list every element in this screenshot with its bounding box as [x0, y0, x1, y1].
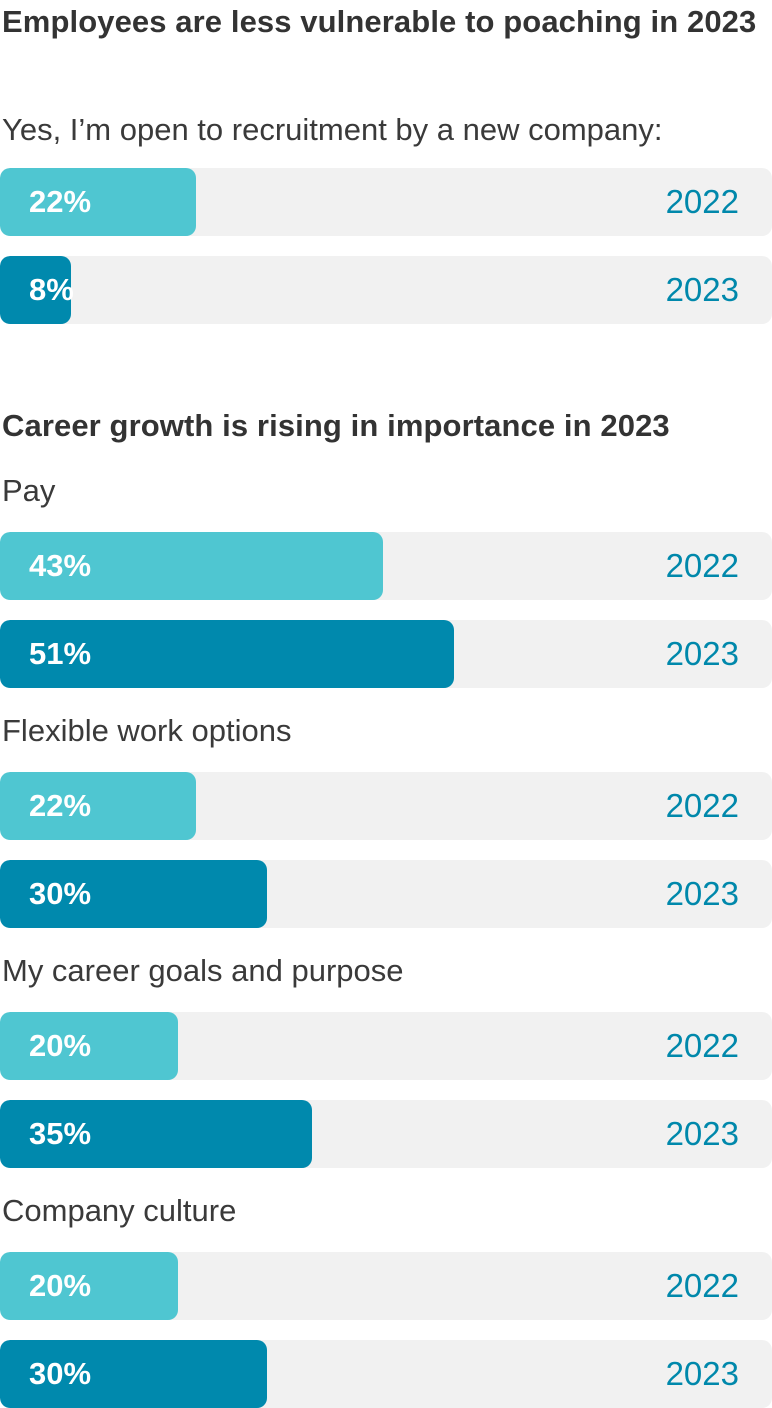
bar-track-pay-2023: 51% 2023 — [0, 620, 772, 688]
bar-value-label: 35% — [29, 1116, 92, 1151]
bar-year-label: 2023 — [665, 1115, 739, 1152]
chart-title-career-growth: Career growth is rising in importance in… — [2, 408, 670, 443]
bar-value-label: 22% — [29, 788, 92, 823]
bar-flexible-2023 — [0, 860, 267, 928]
bar-flexible-2022 — [0, 772, 196, 840]
bar-track-recruitment-2023: 8% 2023 — [0, 256, 772, 324]
bar-career-goals-2022 — [0, 1012, 178, 1080]
bar-year-label: 2022 — [665, 183, 739, 220]
bar-culture-2023 — [0, 1340, 267, 1408]
bar-track-culture-2023: 30% 2023 — [0, 1340, 772, 1408]
group-label-flexible-work: Flexible work options — [2, 713, 292, 748]
bar-year-label: 2022 — [665, 787, 739, 824]
bar-value-label: 51% — [29, 636, 92, 671]
bar-year-label: 2023 — [665, 271, 739, 308]
bar-career-goals-2023 — [0, 1100, 312, 1168]
bar-track-culture-2022: 20% 2022 — [0, 1252, 772, 1320]
bar-value-label: 30% — [29, 1356, 92, 1391]
bar-track-career-goals-2023: 35% 2023 — [0, 1100, 772, 1168]
chart-title-poaching: Employees are less vulnerable to poachin… — [2, 4, 757, 39]
bar-pay-2023 — [0, 620, 454, 688]
bar-value-label: 43% — [29, 548, 92, 583]
bar-year-label: 2023 — [665, 1355, 739, 1392]
bar-value-label: 8% — [29, 272, 74, 307]
bar-culture-2022 — [0, 1252, 178, 1320]
bar-year-label: 2022 — [665, 1027, 739, 1064]
bar-value-label: 22% — [29, 184, 92, 219]
bar-value-label: 30% — [29, 876, 92, 911]
group-label-company-culture: Company culture — [2, 1193, 237, 1228]
bar-recruitment-2023 — [0, 256, 72, 324]
bar-track-recruitment-2022: 22% 2022 — [0, 168, 772, 236]
bar-value-label: 20% — [29, 1028, 92, 1063]
bar-year-label: 2023 — [665, 635, 739, 672]
bar-year-label: 2022 — [665, 547, 739, 584]
bar-track-pay-2022: 43% 2022 — [0, 532, 772, 600]
bar-value-label: 20% — [29, 1268, 92, 1303]
bar-year-label: 2022 — [665, 1267, 739, 1304]
group-label-open-to-recruitment: Yes, I’m open to recruitment by a new co… — [2, 112, 663, 147]
group-label-pay: Pay — [2, 473, 56, 508]
bar-recruitment-2022 — [0, 168, 196, 236]
bar-track-flexible-2022: 22% 2022 — [0, 772, 772, 840]
bar-pay-2022 — [0, 532, 383, 600]
bar-year-label: 2023 — [665, 875, 739, 912]
bar-track-career-goals-2022: 20% 2022 — [0, 1012, 772, 1080]
bar-track-flexible-2023: 30% 2023 — [0, 860, 772, 928]
group-label-career-goals: My career goals and purpose — [2, 953, 404, 988]
